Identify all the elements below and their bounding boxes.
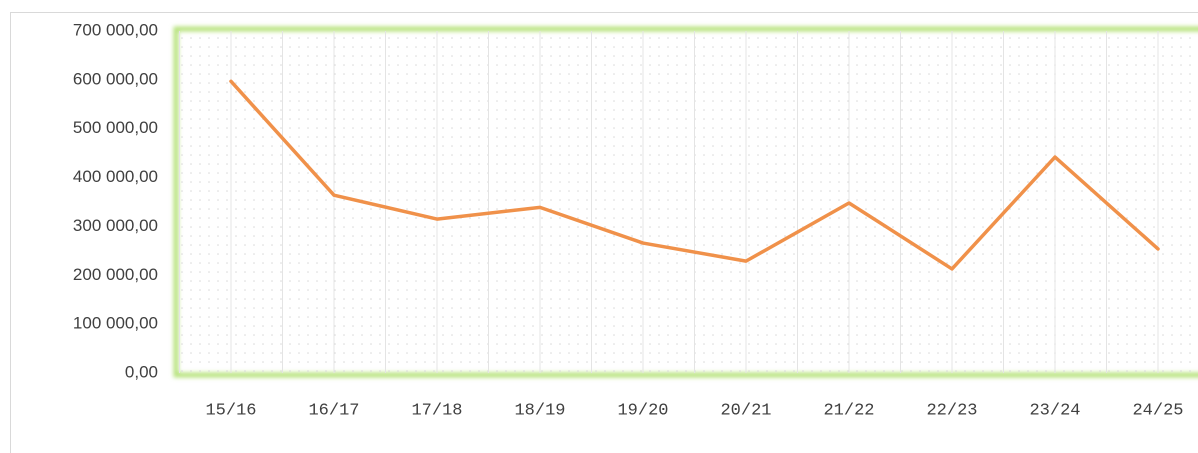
x-tick-label: 19/20	[617, 401, 668, 420]
y-tick-label: 500 000,00	[73, 118, 158, 137]
y-tick-label: 600 000,00	[73, 69, 158, 88]
x-tick-label: 21/22	[823, 401, 874, 420]
y-tick-label: 200 000,00	[73, 265, 158, 284]
y-tick-label: 0,00	[125, 362, 158, 381]
y-tick-label: 700 000,00	[73, 20, 158, 39]
x-tick-label: 23/24	[1029, 401, 1080, 420]
x-tick-label: 22/23	[926, 401, 977, 420]
y-tick-label: 400 000,00	[73, 167, 158, 186]
x-tick-label: 16/17	[308, 401, 359, 420]
plot-glow	[173, 26, 1198, 378]
x-tick-label: 20/21	[720, 401, 771, 420]
x-tick-label: 24/25	[1132, 401, 1183, 420]
x-tick-label: 18/19	[514, 401, 565, 420]
x-tick-label: 17/18	[411, 401, 462, 420]
line	[229, 79, 1160, 271]
plot-area	[178, 31, 1198, 373]
x-tick-label: 15/16	[205, 401, 256, 420]
y-tick-label: 100 000,00	[73, 314, 158, 333]
y-tick-label: 300 000,00	[73, 216, 158, 235]
